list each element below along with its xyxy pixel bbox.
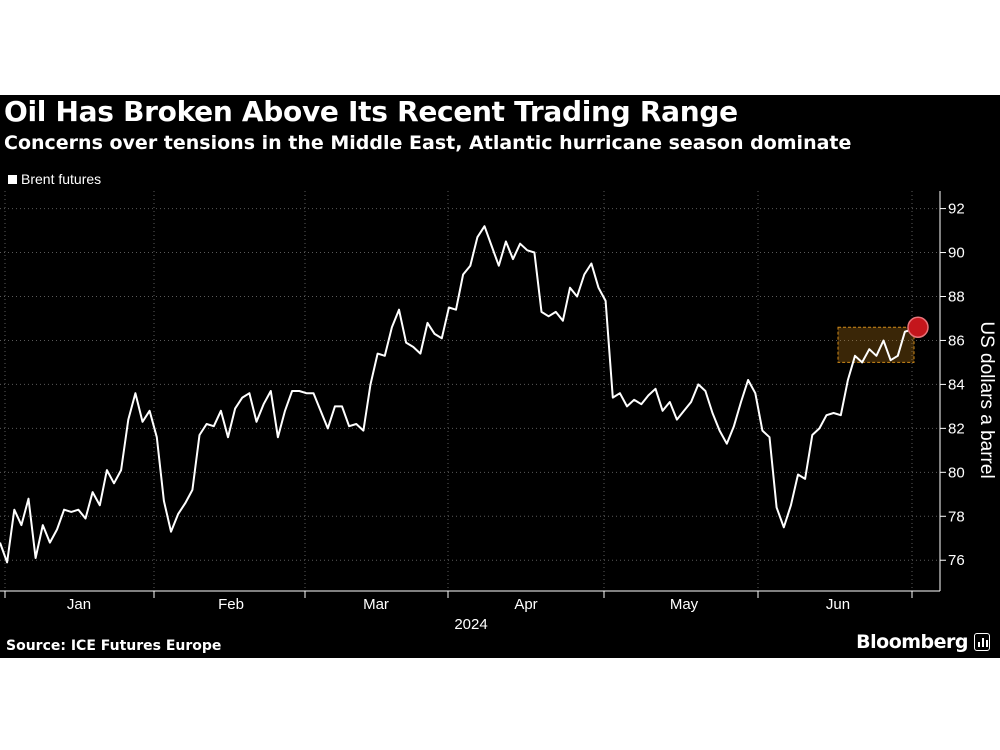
y-tick-label: 84 (948, 376, 965, 393)
bloomberg-chart-icon (974, 633, 990, 651)
chart-svg: 76 78 80 82 84 86 88 90 92 Jan Feb Mar Apr May Jun 2024… (0, 191, 997, 633)
brand: Bloomberg (856, 631, 990, 653)
legend-swatch (8, 174, 17, 184)
y-tick-label: 78 (948, 508, 965, 525)
legend-label: Brent futures (21, 171, 102, 187)
source-note: Source: ICE Futures Europe (6, 638, 222, 654)
brent-futures-line (0, 225, 913, 564)
chart-title: Oil Has Broken Above Its Recent Trading … (4, 95, 738, 128)
legend: Brent futures (8, 171, 101, 187)
y-tick-label: 88 (948, 288, 965, 305)
x-tick-label: May (670, 596, 699, 613)
latest-value-marker (907, 316, 929, 339)
y-tick-label: 86 (948, 332, 965, 349)
trading-range-box (837, 326, 915, 363)
chart-subtitle: Concerns over tensions in the Middle Eas… (4, 132, 852, 154)
y-axis-title: US dollars a barrel (976, 321, 997, 478)
x-tick-label: Feb (218, 596, 244, 613)
x-tick-label: Mar (363, 596, 389, 613)
brand-name: Bloomberg (856, 631, 968, 653)
chart-panel: 76 78 80 82 84 86 88 90 92 Jan Feb Mar Apr May Jun 2024… (0, 95, 1000, 658)
y-tick-label: 76 (948, 552, 965, 569)
x-tick-label: Apr (514, 596, 537, 613)
y-tick-label: 92 (948, 201, 965, 218)
x-tick-label: Jun (826, 596, 850, 613)
x-tick-label: Jan (67, 596, 91, 613)
x-axis-year-label: 2024 (454, 616, 487, 633)
y-tick-label: 80 (948, 464, 965, 481)
y-tick-label: 90 (948, 245, 965, 262)
y-tick-label: 82 (948, 420, 965, 437)
